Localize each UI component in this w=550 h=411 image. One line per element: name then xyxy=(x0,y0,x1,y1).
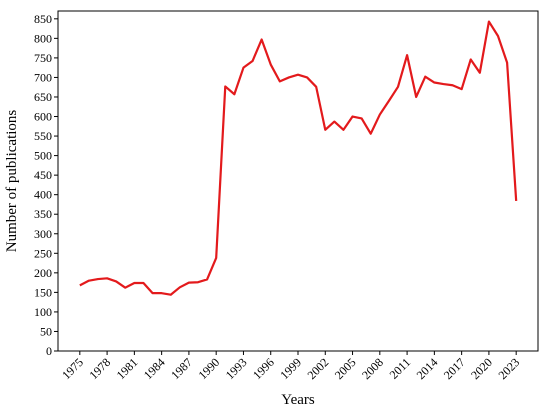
x-tick-label: 1981 xyxy=(114,355,141,382)
y-tick-label: 800 xyxy=(34,31,52,45)
x-tick-label: 2002 xyxy=(305,355,332,382)
x-tick-label: 2020 xyxy=(468,355,495,382)
y-tick-label: 50 xyxy=(40,324,52,338)
x-tick-label: 2011 xyxy=(387,355,414,382)
x-tick-label: 1996 xyxy=(250,355,277,382)
x-tick-label: 1990 xyxy=(195,355,222,382)
y-tick-label: 450 xyxy=(34,168,52,182)
x-tick-label: 2014 xyxy=(414,355,441,382)
y-tick-label: 500 xyxy=(34,149,52,163)
y-tick-label: 0 xyxy=(46,344,52,358)
x-axis-label: Years xyxy=(281,392,315,408)
x-tick-label: 2017 xyxy=(441,355,468,382)
y-axis-label: Number of publications xyxy=(4,110,20,253)
x-tick-label: 1984 xyxy=(141,355,168,382)
x-tick-label: 1975 xyxy=(59,355,86,382)
x-tick-label: 1978 xyxy=(86,355,113,382)
y-tick-label: 550 xyxy=(34,129,52,143)
y-tick-label: 700 xyxy=(34,70,52,84)
x-tick-label: 1993 xyxy=(223,355,250,382)
y-tick-label: 350 xyxy=(34,207,52,221)
x-tick-label: 2005 xyxy=(332,355,359,382)
y-tick-label: 300 xyxy=(34,227,52,241)
line-series xyxy=(79,20,518,296)
y-tick-label: 250 xyxy=(34,246,52,260)
y-tick-label: 100 xyxy=(34,305,52,319)
y-tick-label: 200 xyxy=(34,266,52,280)
y-tick-label: 850 xyxy=(34,12,52,26)
y-tick-label: 400 xyxy=(34,188,52,202)
y-tick-label: 650 xyxy=(34,90,52,104)
y-tick-label: 750 xyxy=(34,51,52,65)
x-tick-label: 2008 xyxy=(359,355,386,382)
x-tick-label: 1987 xyxy=(168,355,195,382)
y-tick-label: 150 xyxy=(34,285,52,299)
y-tick-label: 600 xyxy=(34,110,52,124)
x-tick-label: 2023 xyxy=(495,355,522,382)
plot-frame xyxy=(57,10,539,352)
x-tick-label: 1999 xyxy=(277,355,304,382)
